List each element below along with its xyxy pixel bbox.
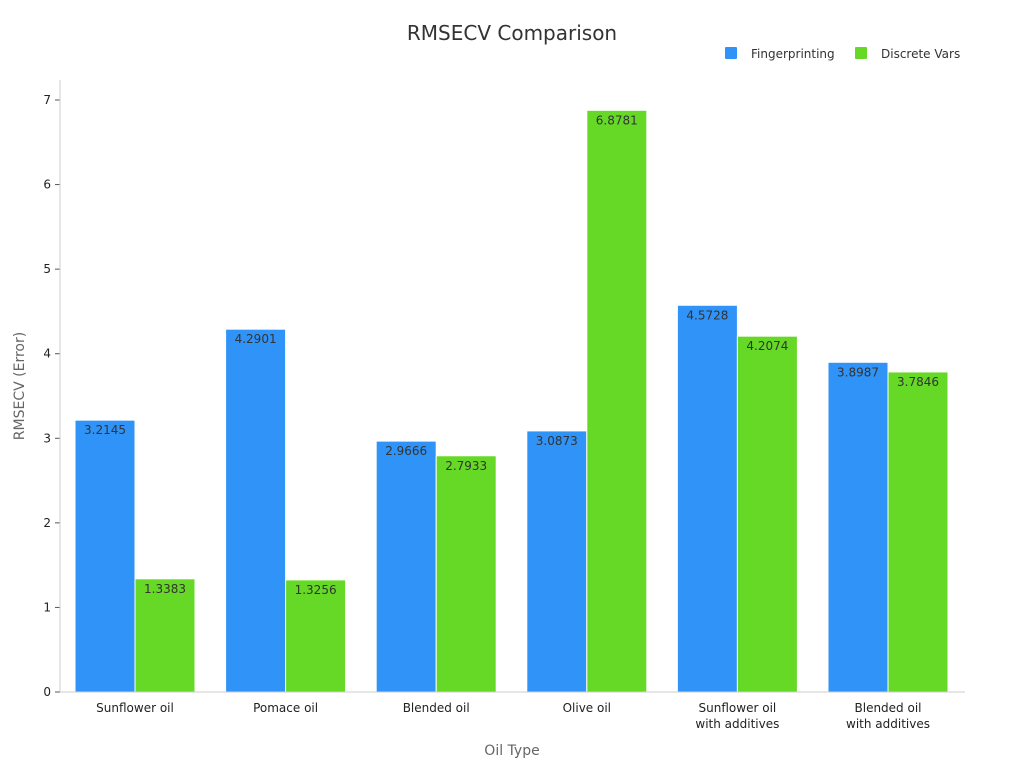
y-tick-label: 5 xyxy=(43,262,51,276)
y-tick-label: 1 xyxy=(43,600,51,614)
y-axis-title: RMSECV (Error) xyxy=(12,332,28,440)
bar-fingerprinting xyxy=(676,304,738,693)
y-axis-ticks: 0 1 2 3 4 5 6 7 xyxy=(43,93,60,699)
legend-swatch-fingerprinting xyxy=(725,47,737,59)
data-label: 2.7933 xyxy=(445,459,487,473)
y-tick-label: 3 xyxy=(43,431,51,445)
x-category-label: with additives xyxy=(846,717,930,731)
data-label: 4.2074 xyxy=(746,339,788,353)
y-tick-label: 7 xyxy=(43,93,51,107)
x-category-label: Pomace oil xyxy=(253,701,318,715)
x-category-label: Sunflower oil xyxy=(699,701,777,715)
bar-discrete-vars xyxy=(887,371,949,693)
data-label: 1.3383 xyxy=(144,582,186,596)
bar-discrete-vars xyxy=(736,335,798,693)
x-category-label: with additives xyxy=(695,717,779,731)
bar-discrete-vars xyxy=(285,579,347,693)
bar-discrete-vars xyxy=(134,578,196,693)
data-labels: 3.2145 1.3383 4.2901 1.3256 2.9666 2.7933 3.08… xyxy=(84,113,939,597)
data-label: 3.8987 xyxy=(837,365,879,379)
data-label: 3.7846 xyxy=(897,375,939,389)
x-category-label: Blended oil xyxy=(855,701,922,715)
x-category-label: Blended oil xyxy=(403,701,470,715)
data-label: 4.2901 xyxy=(235,332,277,346)
data-label: 4.5728 xyxy=(686,308,728,322)
y-tick-label: 2 xyxy=(43,516,51,530)
bar-fingerprinting xyxy=(375,440,437,693)
bar-discrete-vars xyxy=(586,109,648,693)
x-axis-category-labels: Sunflower oil Pomace oil Blended oil Olive … xyxy=(96,701,930,731)
legend-swatch-discrete-vars xyxy=(855,47,867,59)
y-tick-label: 0 xyxy=(43,685,51,699)
legend-label-discrete-vars: Discrete Vars xyxy=(881,47,960,61)
bar-discrete-vars xyxy=(435,455,497,693)
x-category-label: Sunflower oil xyxy=(96,701,174,715)
legend: Fingerprinting Discrete Vars xyxy=(725,47,960,61)
x-category-label: Olive oil xyxy=(563,701,611,715)
y-tick-label: 6 xyxy=(43,178,51,192)
chart-title: RMSECV Comparison xyxy=(407,21,617,45)
data-label: 1.3256 xyxy=(295,583,337,597)
bars xyxy=(74,109,949,693)
data-label: 3.2145 xyxy=(84,423,126,437)
data-label: 2.9666 xyxy=(385,444,427,458)
bar-fingerprinting xyxy=(827,361,889,693)
bar-fingerprinting xyxy=(526,430,588,693)
y-tick-label: 4 xyxy=(43,347,51,361)
x-axis-title: Oil Type xyxy=(484,743,539,759)
bar-fingerprinting xyxy=(74,419,136,693)
legend-label-fingerprinting: Fingerprinting xyxy=(751,47,835,61)
data-label: 3.0873 xyxy=(536,434,578,448)
bar-fingerprinting xyxy=(225,328,287,693)
data-label: 6.8781 xyxy=(596,113,638,127)
